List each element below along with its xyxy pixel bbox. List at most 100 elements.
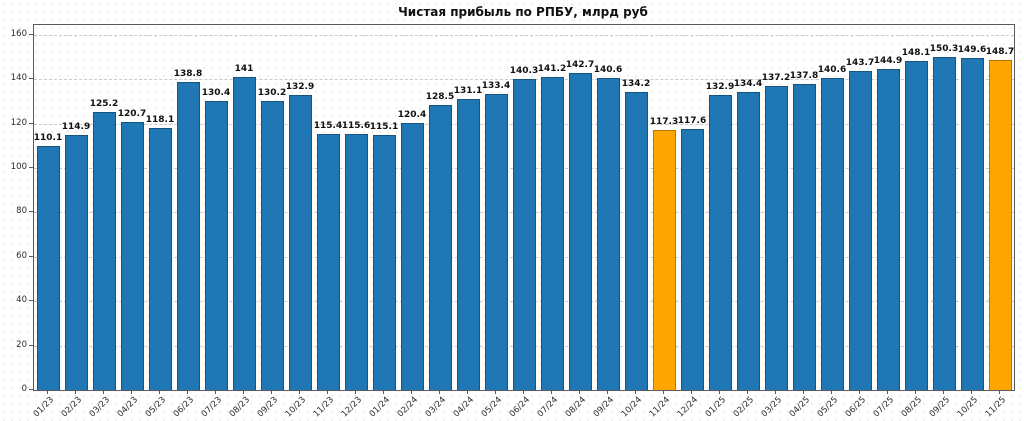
x-tick-mark xyxy=(691,390,692,394)
bar-value-label: 120.4 xyxy=(397,109,427,120)
bar xyxy=(344,133,368,390)
y-tick-label: 20 xyxy=(16,339,27,350)
bar-value-label: 140.6 xyxy=(593,65,623,76)
bar xyxy=(764,85,788,390)
x-tick-mark xyxy=(999,390,1000,394)
plot-area: 110.1 114.9 125.2 120.7 118.1 138.8 130.4 141 13… xyxy=(33,24,1015,391)
x-tick-mark xyxy=(663,390,664,394)
bar xyxy=(176,82,200,390)
bar xyxy=(792,84,816,390)
y-tick-label: 140 xyxy=(10,73,27,84)
gridline xyxy=(34,34,1014,36)
bar xyxy=(456,99,480,390)
bar-value-label: 118.1 xyxy=(145,114,175,125)
bar-value-label: 128.5 xyxy=(425,91,455,102)
bar xyxy=(36,145,60,390)
bar xyxy=(512,78,536,390)
bar-value-label: 117.3 xyxy=(649,116,679,127)
bar-value-label: 132.9 xyxy=(285,82,315,93)
bar-value-label: 115.1 xyxy=(369,121,399,132)
x-tick-mark xyxy=(243,390,244,394)
bar-value-label: 114.9 xyxy=(61,122,91,133)
x-tick-mark xyxy=(47,390,48,394)
bar xyxy=(960,58,984,390)
x-tick-mark xyxy=(495,390,496,394)
x-tick-mark xyxy=(943,390,944,394)
x-tick-mark xyxy=(831,390,832,394)
bar xyxy=(372,134,396,390)
bar xyxy=(288,95,312,390)
bar xyxy=(316,133,340,390)
bar-value-label: 120.7 xyxy=(117,109,147,120)
y-tick-mark xyxy=(29,211,33,213)
y-tick-mark xyxy=(29,389,33,390)
bar-value-label: 137.8 xyxy=(789,71,819,82)
bar xyxy=(904,61,928,390)
bar-value-label: 131.1 xyxy=(453,86,483,97)
bar-value-label: 110.1 xyxy=(33,132,63,143)
x-tick-mark xyxy=(187,390,188,394)
x-tick-mark xyxy=(915,390,916,394)
bar-value-label: 140.3 xyxy=(509,65,539,76)
bar xyxy=(988,60,1012,390)
x-tick-mark xyxy=(467,390,468,394)
y-tick-mark xyxy=(29,167,33,169)
x-tick-mark xyxy=(271,390,272,394)
bar xyxy=(596,78,620,390)
bar-value-label: 137.2 xyxy=(761,72,791,83)
x-tick-mark xyxy=(215,390,216,394)
bar-value-label: 132.9 xyxy=(705,82,735,93)
x-tick-mark xyxy=(803,390,804,394)
bar-value-label: 134.4 xyxy=(733,78,763,89)
x-tick-mark xyxy=(523,390,524,394)
bar-value-label: 148.7 xyxy=(985,47,1015,58)
x-tick-mark xyxy=(747,390,748,394)
bar-value-label: 130.2 xyxy=(257,88,287,99)
y-tick-label: 80 xyxy=(16,206,27,217)
y-tick-mark xyxy=(29,33,33,35)
bar xyxy=(232,77,256,390)
bar xyxy=(400,122,424,390)
bar xyxy=(540,76,564,390)
bar xyxy=(708,95,732,390)
x-tick-mark xyxy=(411,390,412,394)
bar-value-label: 149.6 xyxy=(957,45,987,56)
x-tick-mark xyxy=(131,390,132,394)
bar xyxy=(204,100,228,390)
bar xyxy=(64,135,88,390)
y-tick-label: 0 xyxy=(21,384,27,394)
bar-value-label: 148.1 xyxy=(901,48,931,59)
y-tick-label: 100 xyxy=(10,162,27,173)
x-tick-mark xyxy=(859,390,860,394)
x-tick-mark xyxy=(551,390,552,394)
bar-value-label: 117.6 xyxy=(677,116,707,127)
bar-value-label: 134.2 xyxy=(621,79,651,90)
x-tick-mark xyxy=(719,390,720,394)
x-tick-mark xyxy=(635,390,636,394)
bar xyxy=(736,91,760,390)
bar-value-label: 143.7 xyxy=(845,58,875,69)
bar xyxy=(820,78,844,390)
bar-value-label: 144.9 xyxy=(873,55,903,66)
y-tick-mark xyxy=(29,300,33,302)
x-tick-mark xyxy=(103,390,104,394)
bar-value-label: 141 xyxy=(234,64,254,75)
bar xyxy=(428,104,452,390)
x-tick-label: 01/23 xyxy=(31,395,57,420)
y-tick-label: 120 xyxy=(10,117,27,128)
x-tick-mark xyxy=(355,390,356,394)
bar-value-label: 141.2 xyxy=(537,63,567,74)
y-tick-mark xyxy=(29,255,33,257)
x-tick-mark xyxy=(887,390,888,394)
bar-value-label: 138.8 xyxy=(173,69,203,80)
bar-value-label: 125.2 xyxy=(89,99,119,110)
bar-value-label: 115.6 xyxy=(341,120,371,131)
y-tick-label: 40 xyxy=(16,295,27,306)
bar xyxy=(148,127,172,390)
y-tick-mark xyxy=(29,344,33,346)
x-tick-mark xyxy=(383,390,384,394)
x-tick-mark xyxy=(75,390,76,394)
x-tick-mark xyxy=(159,390,160,394)
bar-value-label: 150.3 xyxy=(929,43,959,54)
